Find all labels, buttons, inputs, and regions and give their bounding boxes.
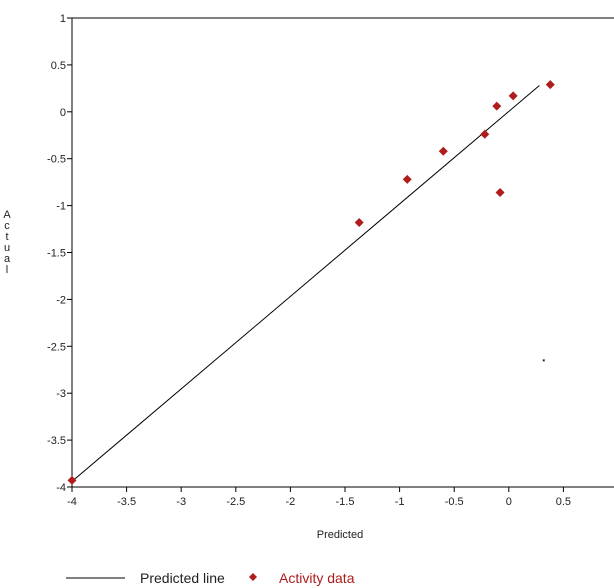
activity-data-series bbox=[67, 80, 555, 485]
legend-diamond-icon bbox=[249, 573, 257, 581]
activity-data-point bbox=[438, 146, 448, 156]
predicted-line bbox=[71, 85, 540, 482]
y-tick-label: -1.5 bbox=[47, 248, 66, 260]
y-axis-title-letter: t bbox=[5, 231, 8, 243]
y-axis-title-letter: c bbox=[4, 220, 10, 232]
stray-dot bbox=[542, 359, 545, 362]
legend-line-label: Predicted line bbox=[140, 570, 225, 586]
activity-data-point bbox=[495, 187, 505, 197]
y-tick-label: -3.5 bbox=[47, 435, 66, 447]
x-tick-label: -2.5 bbox=[226, 496, 245, 508]
stray-point bbox=[542, 359, 545, 362]
y-tick-label: -2.5 bbox=[47, 341, 66, 353]
legend-marker-label: Activity data bbox=[279, 570, 355, 586]
x-tick-label: -2 bbox=[286, 496, 296, 508]
activity-data-point bbox=[354, 217, 364, 227]
y-tick-label: 1 bbox=[60, 13, 66, 25]
y-axis-title-letter: l bbox=[6, 264, 8, 276]
x-axis-ticks: -4 -3.5 -3 -2.5 -2 -1.5 -1 -0.5 0 0.5 bbox=[67, 487, 571, 508]
y-tick-label: -4 bbox=[56, 482, 66, 494]
activity-data-point bbox=[67, 475, 77, 485]
activity-data-point bbox=[508, 91, 518, 101]
x-tick-label: 0 bbox=[506, 496, 512, 508]
y-axis-ticks: 1 0.5 0 -0.5 -1 -1.5 -2 -2.5 -3 -3.5 -4 bbox=[47, 13, 72, 494]
y-tick-label: -3 bbox=[56, 388, 66, 400]
x-tick-label: 0.5 bbox=[556, 496, 571, 508]
legend: Predicted line Activity data bbox=[66, 570, 355, 586]
x-tick-label: -0.5 bbox=[445, 496, 464, 508]
y-tick-label: -1 bbox=[56, 201, 66, 213]
activity-data-point bbox=[402, 174, 412, 184]
x-tick-label: -1.5 bbox=[336, 496, 355, 508]
y-axis-title-letter: A bbox=[3, 209, 11, 221]
x-tick-label: -1 bbox=[395, 496, 405, 508]
y-tick-label: 0.5 bbox=[51, 60, 66, 72]
activity-data-point bbox=[545, 80, 555, 90]
predicted-line-series bbox=[71, 85, 540, 482]
y-tick-label: 0 bbox=[60, 107, 66, 119]
x-tick-label: -3.5 bbox=[117, 496, 136, 508]
x-tick-label: -3 bbox=[176, 496, 186, 508]
x-axis-title: Predicted bbox=[317, 529, 363, 541]
y-tick-label: -2 bbox=[56, 294, 66, 306]
x-tick-label: -4 bbox=[67, 496, 77, 508]
activity-data-point bbox=[492, 101, 502, 111]
y-tick-label: -0.5 bbox=[47, 154, 66, 166]
y-axis-title-letter: u bbox=[4, 242, 10, 254]
y-axis-title-letter: a bbox=[4, 253, 11, 265]
activity-data-point bbox=[480, 129, 490, 139]
